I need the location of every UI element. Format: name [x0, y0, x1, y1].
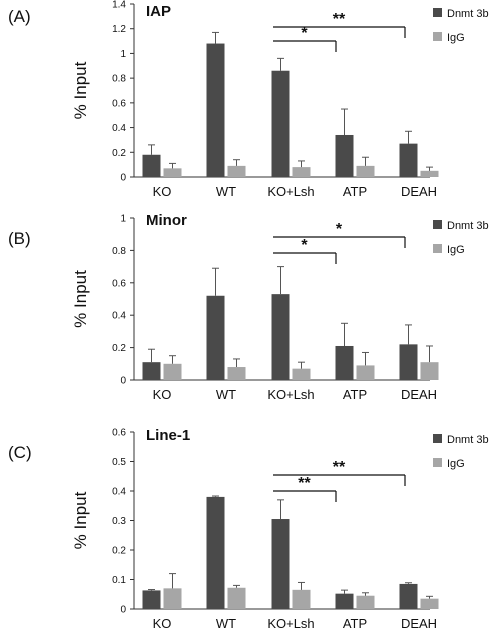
y-axis-label: % Input — [71, 270, 90, 328]
panel-label: (B) — [8, 229, 31, 248]
legend-swatch-igg — [433, 32, 442, 41]
panel-label: (A) — [8, 7, 31, 26]
legend-swatch-igg — [433, 458, 442, 467]
y-tick-label: 1.4 — [112, 0, 126, 11]
y-tick-label: 1 — [120, 49, 126, 60]
x-tick-label: DEAH — [401, 184, 437, 199]
bar-dnmt3b-wt — [206, 43, 225, 177]
legend-swatch-dnmt3b — [433, 434, 442, 443]
bar-dnmt3b-atp — [335, 593, 354, 609]
bar-igg-atp — [356, 595, 375, 609]
y-tick-label: 0 — [120, 173, 126, 184]
y-tick-label: 0 — [120, 605, 126, 616]
chart-panel-2: (B) Minor % Input 0 0.2 0.4 0.6 0.8 1 KO WT KO+Lsh A… — [8, 212, 489, 402]
significance-marker: * — [301, 237, 308, 254]
y-tick-label: 0 — [120, 376, 126, 387]
bar-dnmt3b-wt — [206, 496, 225, 609]
bar-igg-atp — [356, 165, 375, 177]
legend-label: IgG — [447, 244, 465, 256]
legend-swatch-igg — [433, 244, 442, 253]
legend-label: Dnmt 3b — [447, 8, 489, 20]
bar-igg-deah — [420, 598, 439, 609]
y-tick-label: 1 — [120, 214, 126, 225]
bar-igg-ko-lsh — [292, 167, 311, 177]
y-tick-label: 1.2 — [112, 24, 126, 35]
y-tick-label: 0.2 — [112, 148, 126, 159]
bar-igg-atp — [356, 365, 375, 380]
bar-dnmt3b-ko-lsh — [271, 294, 290, 380]
x-tick-label: KO+Lsh — [267, 387, 314, 402]
x-tick-label: WT — [216, 387, 236, 402]
x-tick-label: WT — [216, 616, 236, 631]
y-tick-label: 0.2 — [112, 343, 126, 354]
y-axis-label: % Input — [71, 61, 90, 119]
y-axis-label: % Input — [71, 491, 90, 549]
panel-title: Line-1 — [146, 427, 190, 444]
legend-label: Dnmt 3b — [447, 220, 489, 232]
x-tick-label: KO — [153, 616, 172, 631]
y-tick-label: 0.6 — [112, 98, 126, 109]
bar-igg-ko-lsh — [292, 589, 311, 609]
significance-marker: ** — [298, 475, 311, 492]
bar-dnmt3b-deah — [399, 344, 418, 380]
panel-label: (C) — [8, 443, 32, 462]
bar-dnmt3b-atp — [335, 134, 354, 177]
chart-panel-1: (A) IAP % Input 0 0.2 0.4 0.6 0.8 1 1.2 1.4 KO WT KO+… — [8, 0, 489, 199]
y-tick-label: 0.4 — [112, 487, 126, 498]
y-tick-label: 0.2 — [112, 546, 126, 557]
x-tick-label: KO — [153, 387, 172, 402]
bar-dnmt3b-deah — [399, 583, 418, 609]
y-tick-label: 0.8 — [112, 246, 126, 257]
bar-igg-wt — [227, 165, 246, 177]
y-tick-label: 0.8 — [112, 74, 126, 85]
bar-dnmt3b-wt — [206, 295, 225, 380]
x-tick-label: KO+Lsh — [267, 184, 314, 199]
x-tick-label: DEAH — [401, 387, 437, 402]
x-tick-label: ATP — [343, 387, 367, 402]
panel-title: Minor — [146, 212, 187, 229]
significance-marker: ** — [333, 11, 346, 28]
bar-igg-deah — [420, 170, 439, 177]
panel-title: IAP — [146, 3, 171, 20]
y-tick-label: 0.4 — [112, 311, 126, 322]
x-tick-label: KO — [153, 184, 172, 199]
x-tick-label: ATP — [343, 616, 367, 631]
y-tick-label: 0.6 — [112, 428, 126, 439]
significance-marker: * — [336, 221, 343, 238]
legend-label: IgG — [447, 458, 465, 470]
x-tick-label: ATP — [343, 184, 367, 199]
bar-dnmt3b-ko — [142, 590, 161, 609]
bar-igg-deah — [420, 362, 439, 380]
x-tick-label: DEAH — [401, 616, 437, 631]
legend-label: IgG — [447, 32, 465, 44]
y-tick-label: 0.5 — [112, 457, 126, 468]
bar-igg-wt — [227, 587, 246, 609]
bar-dnmt3b-atp — [335, 345, 354, 380]
bar-igg-ko — [163, 588, 182, 609]
bar-dnmt3b-ko — [142, 362, 161, 380]
legend-label: Dnmt 3b — [447, 434, 489, 446]
significance-marker: ** — [333, 459, 346, 476]
legend-swatch-dnmt3b — [433, 8, 442, 17]
x-tick-label: KO+Lsh — [267, 616, 314, 631]
bar-igg-ko — [163, 363, 182, 380]
legend-swatch-dnmt3b — [433, 220, 442, 229]
x-tick-label: WT — [216, 184, 236, 199]
bar-igg-wt — [227, 367, 246, 380]
bar-dnmt3b-ko — [142, 154, 161, 177]
chart-panel-3: (C) Line-1 % Input 0 0.1 0.2 0.3 0.4 0.5 0.6 KO WT K… — [8, 427, 489, 631]
bar-igg-ko — [163, 168, 182, 177]
y-tick-label: 0.6 — [112, 278, 126, 289]
bar-dnmt3b-deah — [399, 143, 418, 177]
bar-dnmt3b-ko-lsh — [271, 519, 290, 609]
significance-marker: * — [301, 25, 308, 42]
y-tick-label: 0.4 — [112, 123, 126, 134]
y-tick-label: 0.1 — [112, 575, 126, 586]
bar-igg-ko-lsh — [292, 368, 311, 380]
y-tick-label: 0.3 — [112, 516, 126, 527]
bar-dnmt3b-ko-lsh — [271, 70, 290, 177]
